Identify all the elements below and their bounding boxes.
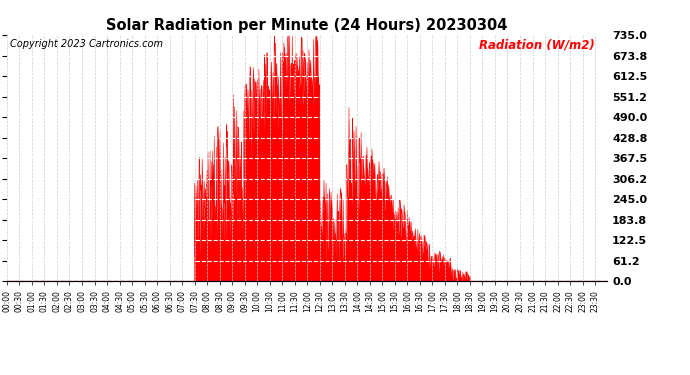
Text: Copyright 2023 Cartronics.com: Copyright 2023 Cartronics.com [10,39,163,49]
Text: Radiation (W/m2): Radiation (W/m2) [480,39,595,52]
Title: Solar Radiation per Minute (24 Hours) 20230304: Solar Radiation per Minute (24 Hours) 20… [106,18,508,33]
